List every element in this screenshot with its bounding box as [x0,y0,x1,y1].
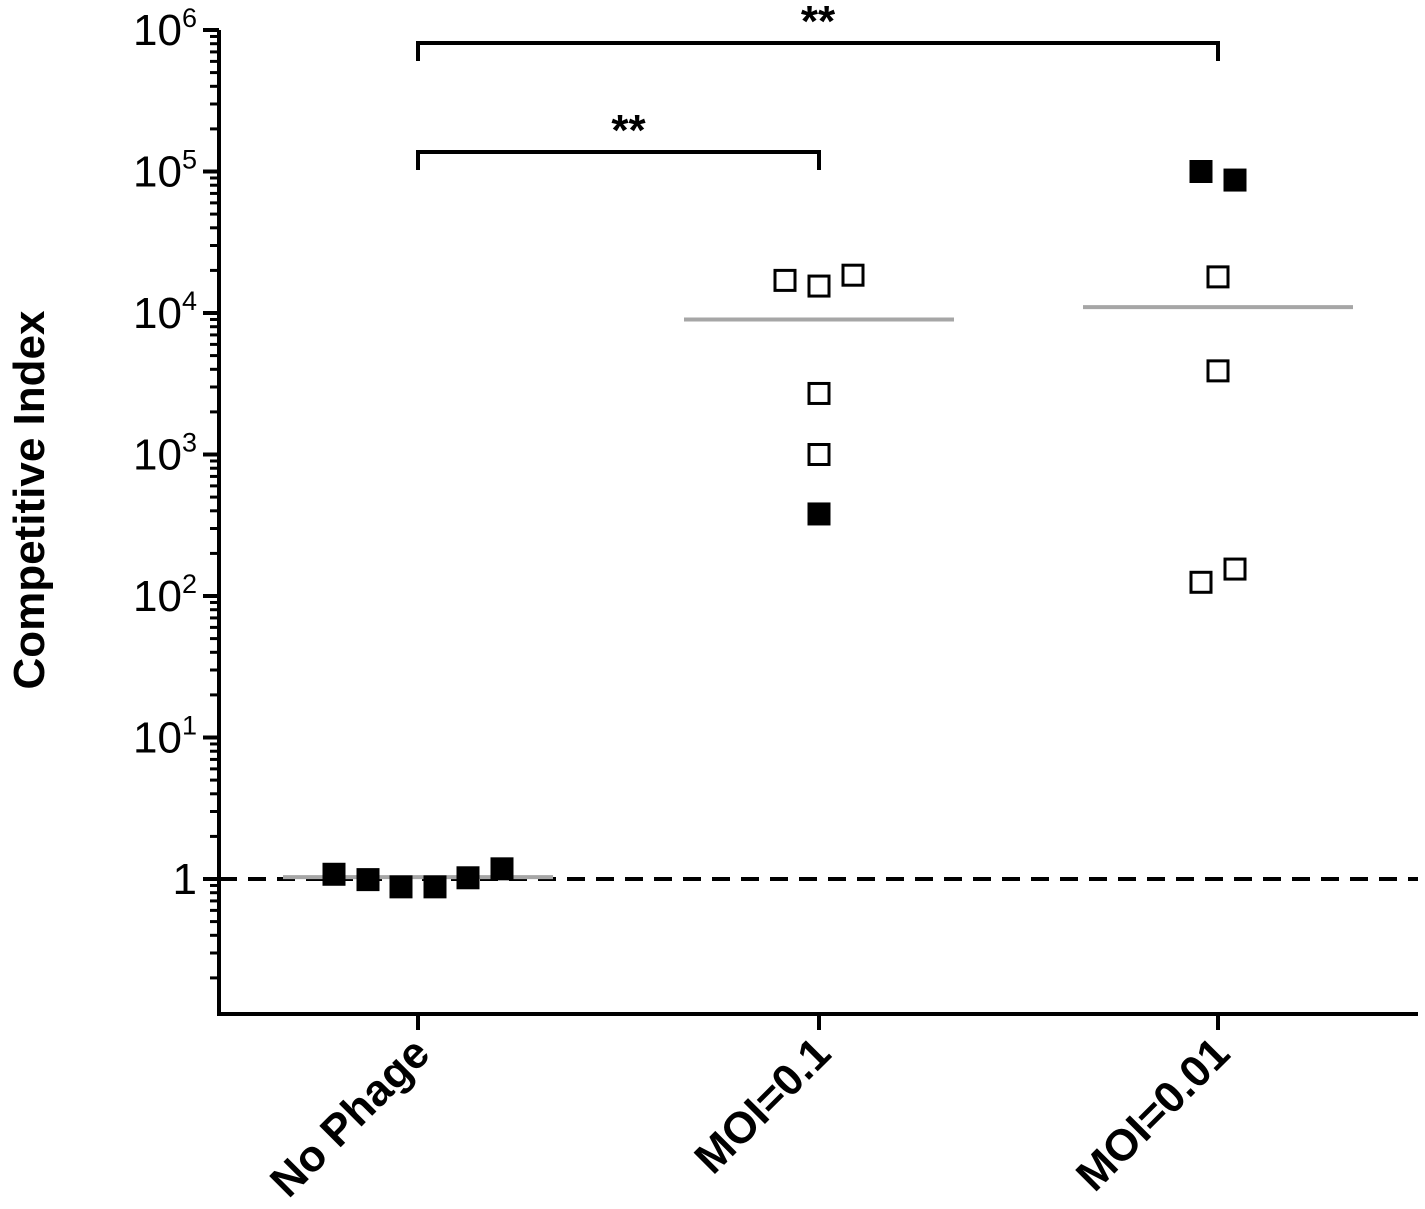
x-tick-label: MOI=0.1 [685,1028,840,1183]
filled-square-point [456,866,480,890]
significance-label: ** [801,0,836,46]
significance-layer: ** ** [416,0,1220,170]
y-tick-label: 104 [133,286,197,338]
y-tick-label: 105 [133,145,197,197]
y-tick-label: 1 [173,855,197,904]
open-square-point [1206,265,1230,289]
significance-label: ** [611,106,646,155]
open-square-point [807,274,831,298]
open-square-point [841,263,865,287]
filled-square-point [490,857,514,881]
point-layer [322,160,1247,899]
filled-square-point [807,502,831,526]
filled-square-point [356,868,380,892]
open-square-point [807,381,831,405]
y-axis-label: Competitive Index [5,310,54,689]
open-square-point [807,443,831,466]
open-square-point [1189,570,1213,594]
open-square-point [1206,359,1230,383]
y-tick-label: 103 [133,428,197,480]
filled-square-point [1223,168,1247,192]
x-tick-label: No Phage [261,1028,439,1206]
filled-square-point [423,875,447,899]
y-tick-label: 106 [133,3,197,55]
open-square-point [1223,557,1247,581]
significance-bracket [416,41,1220,61]
filled-square-point [389,875,413,899]
filled-square-point [322,862,346,886]
filled-square-point [1189,160,1213,183]
open-square-point [773,268,797,292]
significance-bracket [416,150,821,170]
x-tick-label: MOI=0.01 [1067,1028,1239,1200]
y-tick-label: 101 [133,711,197,763]
y-tick-label: 102 [133,569,197,621]
